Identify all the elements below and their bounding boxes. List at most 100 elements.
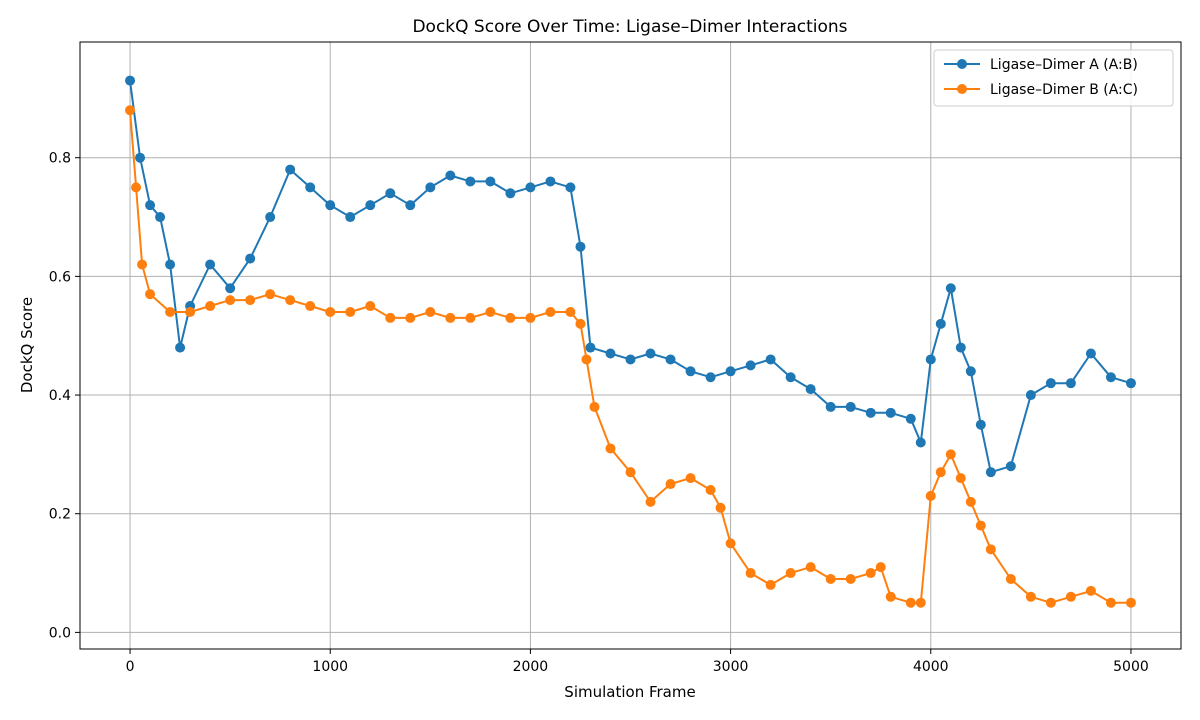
data-point [1065, 378, 1076, 389]
chart-title: DockQ Score Over Time: Ligase–Dimer Inte… [412, 17, 847, 37]
data-point [1125, 597, 1136, 608]
data-point [525, 312, 536, 323]
data-point [565, 306, 576, 317]
data-point [965, 366, 976, 377]
data-point [365, 200, 376, 211]
x-tick-label: 5000 [1113, 659, 1149, 675]
data-point [935, 467, 946, 478]
data-point [925, 354, 936, 365]
y-tick-label: 0.4 [49, 388, 71, 404]
data-point [505, 188, 516, 199]
data-point [845, 401, 856, 412]
data-point [665, 354, 676, 365]
data-point [575, 318, 586, 329]
data-point [185, 306, 196, 317]
data-point [805, 562, 816, 573]
legend-marker-b [957, 84, 967, 94]
x-axis-ticks: 0 1000 2000 3000 4000 5000 [126, 649, 1149, 675]
y-tick-label: 0.6 [49, 269, 71, 285]
data-point [205, 259, 216, 270]
data-point [905, 413, 916, 424]
data-point [1085, 585, 1096, 596]
data-point [445, 312, 456, 323]
legend: Ligase–Dimer A (A:B) Ligase–Dimer B (A:C… [933, 49, 1174, 107]
data-point [1125, 378, 1136, 389]
y-tick-label: 0.2 [49, 507, 71, 523]
data-point [745, 568, 756, 579]
data-point [581, 354, 592, 365]
y-axis-label: DockQ Score [18, 297, 36, 393]
data-point [405, 312, 416, 323]
data-point [725, 366, 736, 377]
data-point [505, 312, 516, 323]
data-point [565, 182, 576, 193]
data-point [645, 348, 656, 359]
data-point [175, 342, 186, 353]
data-point [265, 289, 276, 300]
data-point [245, 253, 256, 264]
data-point [135, 152, 146, 163]
data-point [885, 591, 896, 602]
data-point [915, 437, 926, 448]
data-point [385, 188, 396, 199]
data-point [965, 496, 976, 507]
data-point [445, 170, 456, 181]
series-a [125, 75, 1136, 478]
data-point [1045, 597, 1056, 608]
data-point [1105, 597, 1116, 608]
data-point [589, 401, 600, 412]
y-tick-label: 0.8 [49, 151, 71, 167]
series-layer [125, 75, 1136, 608]
data-point [205, 301, 216, 312]
data-point [865, 407, 876, 418]
plot-frame [79, 41, 1182, 650]
data-point [825, 573, 836, 584]
y-axis-ticks: 0.0 0.2 0.4 0.6 0.8 [49, 151, 80, 641]
x-tick-label: 0 [126, 659, 135, 675]
data-point [137, 259, 148, 270]
data-point [785, 568, 796, 579]
x-tick-label: 2000 [513, 659, 549, 675]
data-point [625, 467, 636, 478]
y-tick-label: 0.0 [49, 625, 71, 641]
data-point [825, 401, 836, 412]
data-point [715, 502, 726, 513]
data-point [885, 407, 896, 418]
data-point [665, 479, 676, 490]
data-point [1085, 348, 1096, 359]
data-point [345, 212, 356, 223]
data-point [1005, 461, 1016, 472]
data-point [345, 306, 356, 317]
data-point [1105, 372, 1116, 383]
data-point [575, 241, 586, 252]
x-tick-label: 1000 [312, 659, 348, 675]
x-axis-label: Simulation Frame [564, 683, 695, 701]
data-point [625, 354, 636, 365]
data-point [165, 259, 176, 270]
data-point [685, 473, 696, 484]
data-point [1005, 573, 1016, 584]
data-point [645, 496, 656, 507]
data-point [1065, 591, 1076, 602]
legend-marker-a [957, 59, 967, 69]
data-point [155, 212, 166, 223]
data-point [975, 520, 986, 531]
data-point [365, 301, 376, 312]
data-point [985, 467, 996, 478]
data-point [405, 200, 416, 211]
data-point [305, 182, 316, 193]
data-point [245, 295, 256, 306]
data-point [705, 484, 716, 495]
data-point [875, 562, 886, 573]
data-point [955, 473, 966, 484]
data-point [905, 597, 916, 608]
data-point [725, 538, 736, 549]
data-point [685, 366, 696, 377]
data-point [285, 164, 296, 175]
data-point [485, 306, 496, 317]
data-point [125, 75, 136, 86]
data-point [465, 312, 476, 323]
data-point [915, 597, 926, 608]
data-point [865, 568, 876, 579]
